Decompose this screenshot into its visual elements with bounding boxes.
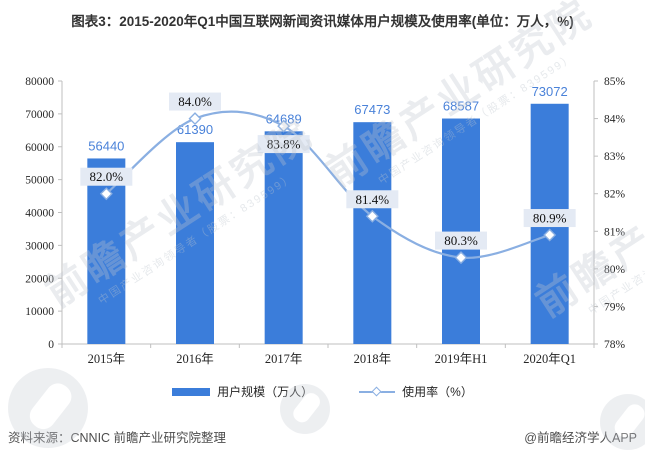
- credit-text: @前瞻经济学人APP: [524, 431, 637, 445]
- category-label: 2018年: [354, 352, 392, 366]
- percent-label-box: [169, 92, 221, 111]
- page-title: 图表3：2015-2020年Q1中国互联网新闻资讯媒体用户规模及使用率(单位：万…: [71, 14, 574, 29]
- line-diamond-swatch-icon: [359, 386, 396, 397]
- percent-label: 80.9%: [533, 211, 567, 226]
- left-axis-tick-label: 20000: [25, 273, 54, 285]
- bar-value-label: 73072: [532, 84, 568, 99]
- legend-label-user-scale: 用户规模（万人）: [217, 385, 314, 399]
- category-label: 2015年: [88, 352, 126, 366]
- percent-label-box: [257, 135, 310, 154]
- category-label: 2016年: [176, 352, 214, 366]
- left-axis-tick-label: 40000: [25, 208, 54, 220]
- percent-label-box: [346, 190, 399, 209]
- percent-label: 84.0%: [178, 94, 212, 109]
- percent-label-box: [523, 209, 576, 228]
- line-marker-diamond: [543, 228, 557, 242]
- right-axis-tick-label: 78%: [604, 339, 626, 351]
- percent-label: 83.8%: [267, 137, 301, 152]
- right-axis-tick-label: 80%: [604, 264, 626, 276]
- percent-label: 82.0%: [90, 169, 124, 184]
- category-label: 2017年: [265, 352, 303, 366]
- right-axis-tick-label: 83%: [604, 151, 626, 163]
- line-marker-diamond: [188, 112, 202, 126]
- bar: [353, 122, 392, 344]
- right-axis-tick-label: 85%: [604, 76, 626, 88]
- footer: 资料来源：CNNIC 前瞻产业研究院整理 @前瞻经济学人APP: [8, 427, 637, 446]
- bar-value-label: 68587: [443, 99, 479, 114]
- percent-label: 80.3%: [444, 233, 478, 248]
- right-axis-tick-label: 81%: [604, 226, 626, 238]
- category-label: 2019年H1: [435, 352, 488, 366]
- left-axis-tick-label: 10000: [25, 306, 54, 318]
- left-axis-tick-label: 70000: [25, 109, 54, 121]
- left-axis-tick-label: 50000: [25, 175, 54, 187]
- legend-item-user-scale: 用户规模（万人）: [172, 383, 313, 400]
- line-marker-diamond: [454, 251, 468, 265]
- diamond-marker-icon: [371, 386, 382, 396]
- right-axis-tick-label: 79%: [604, 301, 626, 313]
- legend-label-usage-rate: 使用率（%）: [402, 385, 473, 399]
- left-axis-tick-label: 60000: [25, 142, 54, 154]
- line-marker-diamond: [365, 209, 379, 223]
- legend-item-usage-rate: 使用率（%）: [359, 383, 473, 400]
- bar: [264, 131, 303, 344]
- right-axis-tick-label: 84%: [604, 114, 626, 126]
- bar-swatch-icon: [172, 387, 211, 396]
- left-axis-tick-label: 30000: [25, 240, 54, 252]
- right-axis-tick-label: 82%: [604, 189, 626, 201]
- percent-label-box: [435, 231, 487, 250]
- line-marker-diamond: [99, 187, 113, 201]
- bar: [176, 142, 214, 344]
- bar-value-label: 67473: [354, 102, 390, 117]
- line-marker-diamond: [277, 119, 291, 133]
- legend: 用户规模（万人） 使用率（%）: [0, 383, 645, 400]
- source-text: 资料来源：CNNIC 前瞻产业研究院整理: [8, 431, 227, 445]
- percent-label-box: [80, 167, 133, 186]
- bar: [442, 118, 480, 344]
- left-axis-tick-label: 0: [48, 339, 54, 351]
- bar: [87, 158, 126, 344]
- category-label: 2020年Q1: [523, 352, 576, 366]
- bar-value-label: 56440: [88, 138, 124, 153]
- combo-chart: 0 10000 20000 30000 40000 50000 60000 70000 8000…: [25, 76, 626, 366]
- left-axis-tick-label: 80000: [25, 76, 54, 88]
- bar-value-label: 61390: [177, 122, 213, 137]
- percent-label: 81.4%: [356, 192, 390, 207]
